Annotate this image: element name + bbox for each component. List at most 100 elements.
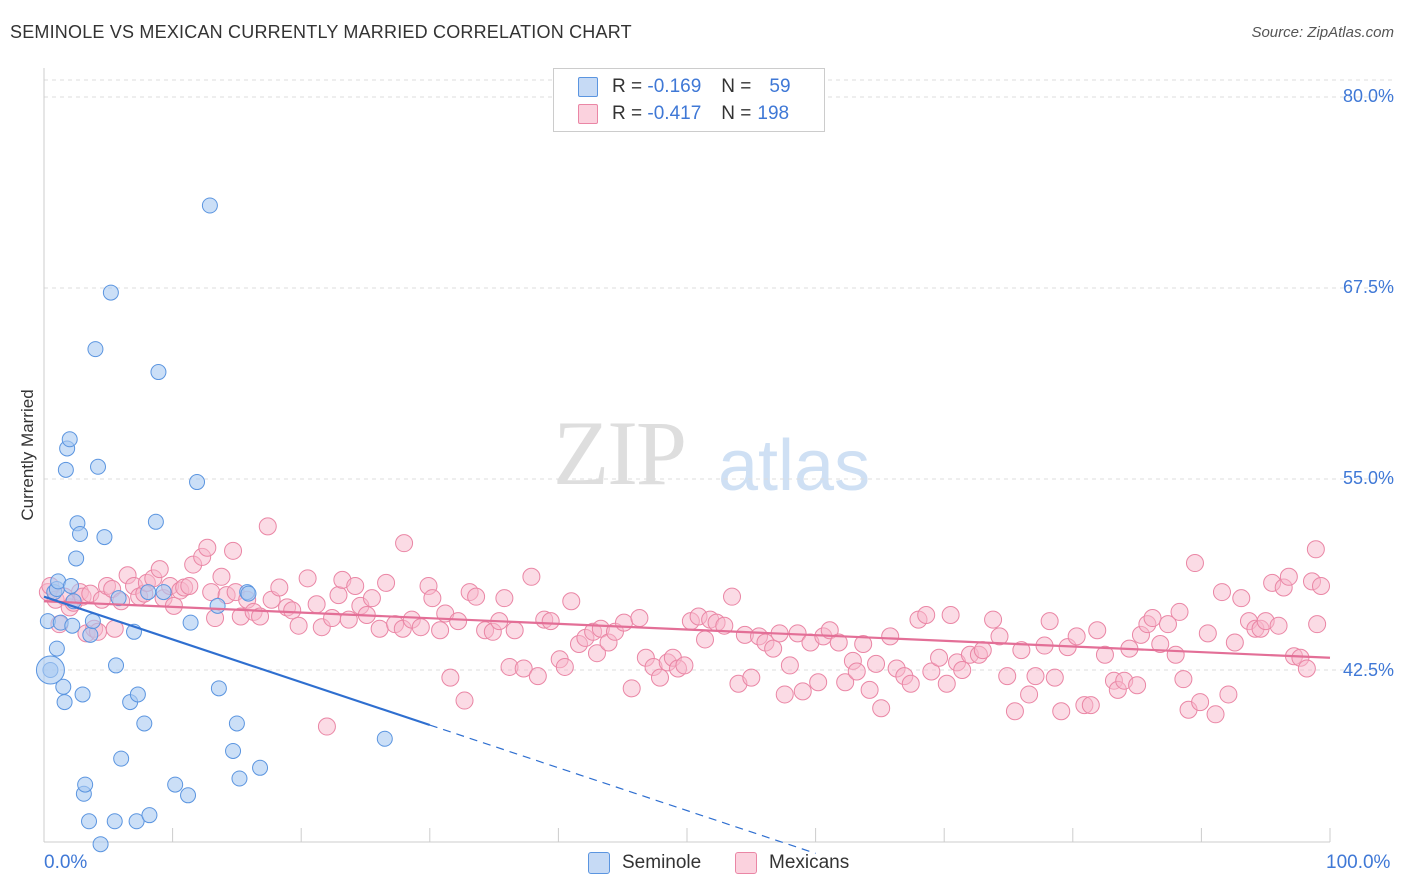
- mexican-point: [495, 589, 514, 608]
- mexican-point: [150, 560, 169, 579]
- mexican-point: [901, 674, 920, 693]
- seminole-point: [180, 787, 197, 804]
- mexican-point: [411, 618, 430, 637]
- watermark-atlas: atlas: [718, 426, 871, 506]
- legend-r-label: R =: [612, 76, 643, 97]
- seminole-point: [61, 431, 78, 448]
- seminole-point: [72, 526, 89, 543]
- seminole-point: [92, 836, 109, 853]
- seminole-point: [68, 550, 85, 567]
- mexican-point: [1052, 702, 1071, 721]
- mexican-point: [212, 567, 231, 586]
- mexican-point: [251, 607, 270, 626]
- seminole-point: [376, 730, 393, 747]
- x-tick-label-max: 100.0%: [1326, 852, 1391, 873]
- seminole-point: [225, 742, 242, 759]
- mexican-point: [362, 589, 381, 608]
- mexican-point: [1297, 659, 1316, 678]
- mexican-point: [1269, 616, 1288, 635]
- seminole-point: [189, 474, 206, 491]
- seminole-point: [141, 807, 158, 824]
- mexican-point: [1095, 645, 1114, 664]
- seminole-point: [82, 626, 99, 643]
- mexican-point: [881, 627, 900, 646]
- seminole-point: [140, 584, 157, 601]
- source-label: Source: ZipAtlas.com: [1251, 24, 1394, 41]
- mexican-point: [675, 656, 694, 675]
- mexican-point: [1088, 621, 1107, 640]
- mexican-trend-line: [43, 600, 1331, 659]
- seminole-point: [63, 577, 80, 594]
- chart-title: SEMINOLE VS MEXICAN CURRENTLY MARRIED CO…: [10, 22, 632, 42]
- mexican-point: [562, 592, 581, 611]
- legend-r-label: R =: [612, 103, 643, 124]
- mexican-point: [514, 659, 533, 678]
- seminole-point: [57, 461, 74, 478]
- legend-row-seminole: R = -0.169 N = 59: [578, 75, 791, 99]
- mexican-point: [528, 667, 547, 686]
- mexican-point: [1040, 612, 1059, 631]
- seminole-point: [150, 364, 167, 381]
- mexican-point: [1174, 670, 1193, 689]
- correlation-legend: R = -0.169 N = 59 R = -0.417 N = 198: [553, 68, 825, 132]
- bottom-legend-mexicans: Mexicans: [735, 852, 849, 874]
- mexicans-legend-swatch: [735, 852, 757, 874]
- mexican-point: [867, 654, 886, 673]
- mexican-point: [829, 633, 848, 652]
- mexican-point: [953, 661, 972, 679]
- mexican-point: [630, 609, 649, 628]
- mexican-point: [998, 667, 1017, 686]
- seminole-legend-swatch: [588, 852, 610, 874]
- mexican-point: [307, 595, 326, 614]
- mexican-point: [1191, 693, 1210, 712]
- mexican-point: [455, 691, 474, 710]
- mexican-point: [1166, 645, 1185, 664]
- mexican-point: [847, 662, 866, 681]
- seminole-point: [252, 759, 269, 776]
- mexican-point: [1311, 576, 1330, 595]
- mexican-point: [441, 668, 460, 687]
- legend-r-value-seminole: -0.169: [647, 76, 702, 97]
- mexican-point: [1170, 602, 1189, 621]
- mexican-point: [346, 576, 365, 595]
- mexican-point: [258, 517, 277, 536]
- legend-n-label: N =: [721, 76, 752, 97]
- legend-n-value-mexicans: 198: [757, 103, 790, 124]
- seminole-point: [182, 614, 199, 631]
- mexican-point: [1219, 685, 1238, 704]
- mexican-point: [990, 627, 1009, 646]
- mexican-point: [1279, 567, 1298, 586]
- mexican-point: [377, 573, 396, 592]
- mexican-point: [505, 621, 524, 640]
- mexican-point: [431, 621, 450, 640]
- legend-n-value-seminole: 59: [769, 76, 791, 97]
- bottom-legend-seminole: Seminole: [588, 852, 701, 874]
- seminole-point: [136, 715, 153, 732]
- mexican-point: [317, 717, 336, 736]
- mexican-point: [872, 699, 891, 718]
- mexican-point: [650, 668, 669, 687]
- seminole-point: [48, 640, 65, 657]
- mexican-point: [1020, 685, 1039, 704]
- mexicans-legend-label: Mexicans: [769, 852, 850, 873]
- seminole-point: [84, 613, 101, 630]
- mexican-point: [780, 656, 799, 675]
- mexican-point: [622, 679, 641, 698]
- mexican-point: [614, 613, 633, 632]
- seminole-point: [106, 813, 123, 830]
- mexican-point: [1128, 676, 1147, 695]
- seminole-point: [81, 813, 98, 830]
- legend-r-value-mexicans: -0.417: [647, 103, 702, 124]
- y-tick-label-80: 80.0%: [1342, 86, 1394, 106]
- seminole-legend-label: Seminole: [622, 852, 702, 873]
- mexican-point: [723, 587, 742, 606]
- mexican-point: [541, 612, 560, 631]
- mexican-point: [1308, 615, 1327, 634]
- seminole-point: [128, 813, 145, 830]
- mexican-point: [1185, 554, 1204, 573]
- mexican-point: [1045, 668, 1064, 687]
- seminole-trend-extension: [429, 724, 816, 854]
- seminole-point: [240, 585, 257, 602]
- mexican-point: [329, 586, 348, 605]
- legend-n-label: N =: [721, 103, 752, 124]
